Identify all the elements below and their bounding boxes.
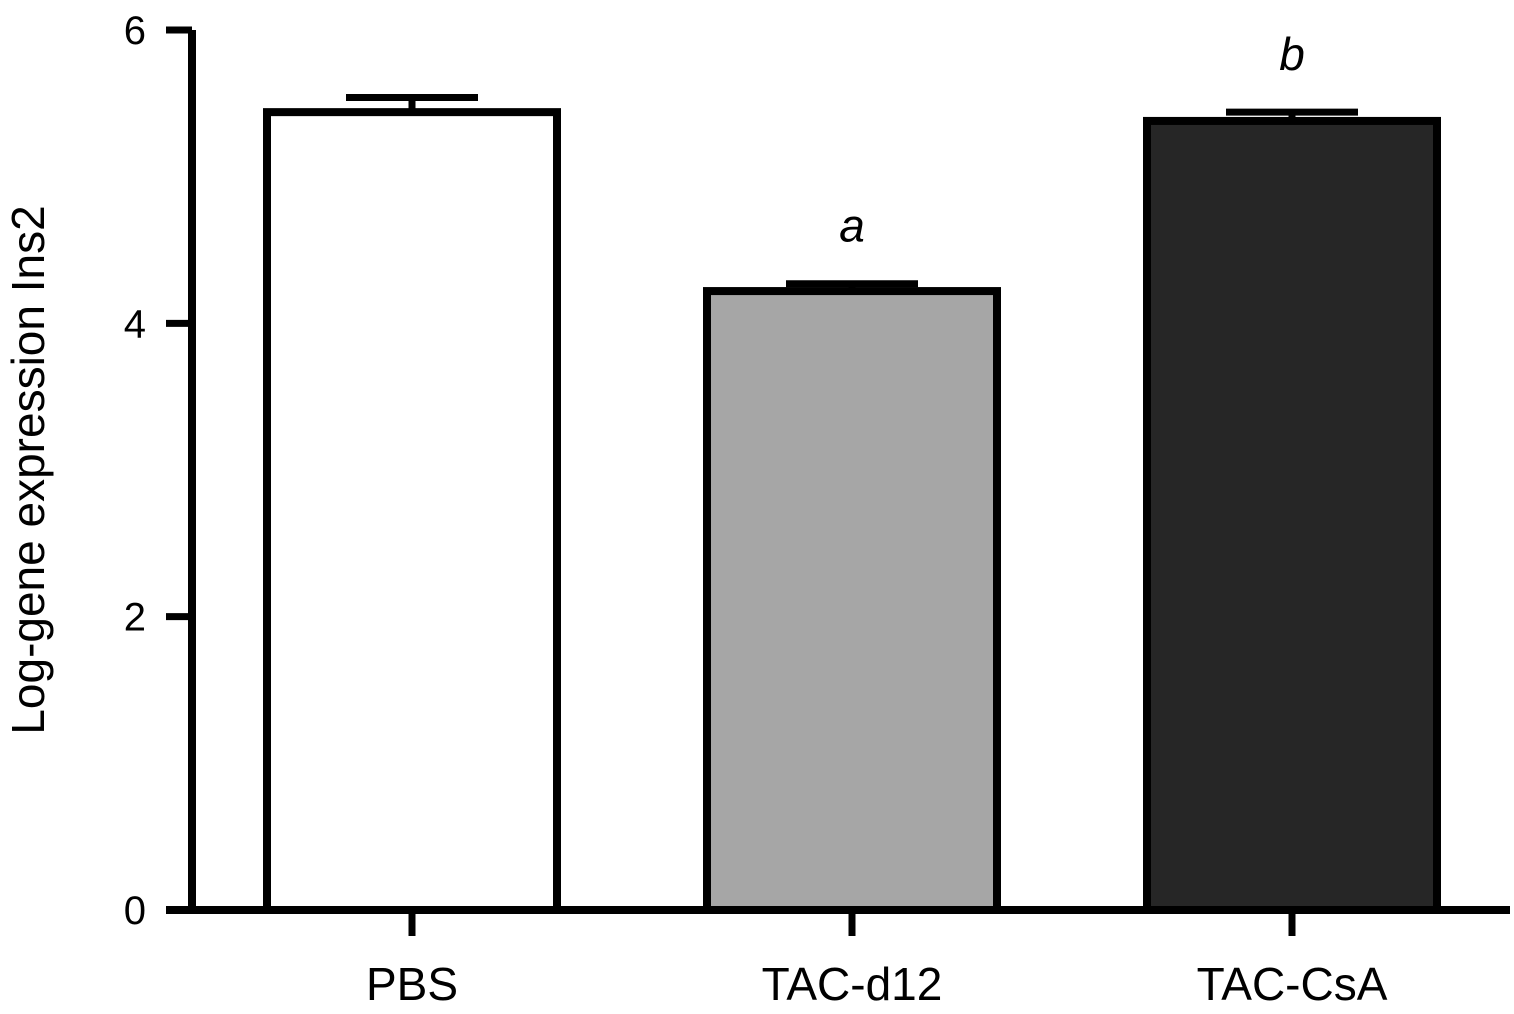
x-tick-label-2: TAC-CsA xyxy=(1197,958,1388,1010)
y-tick-label-3: 6 xyxy=(124,9,146,53)
x-tick-label-0: PBS xyxy=(366,958,458,1010)
x-tick-label-1: TAC-d12 xyxy=(762,958,943,1010)
significance-label-1: a xyxy=(839,200,865,252)
bar-2 xyxy=(1143,116,1441,914)
bar-1 xyxy=(703,287,1001,915)
labels-layer: 0 2 4 6 PBS TAC-d12 a TAC-CsA b xyxy=(124,9,1388,1010)
bar-0 xyxy=(263,108,561,914)
significance-label-2: b xyxy=(1279,28,1305,80)
y-tick-label-1: 2 xyxy=(124,596,146,640)
axes-layer xyxy=(166,26,1510,936)
y-axis-title: Log-gene expression Ins2 xyxy=(2,205,54,734)
y-tick-label-2: 4 xyxy=(124,302,146,346)
y-tick-label-0: 0 xyxy=(124,889,146,933)
